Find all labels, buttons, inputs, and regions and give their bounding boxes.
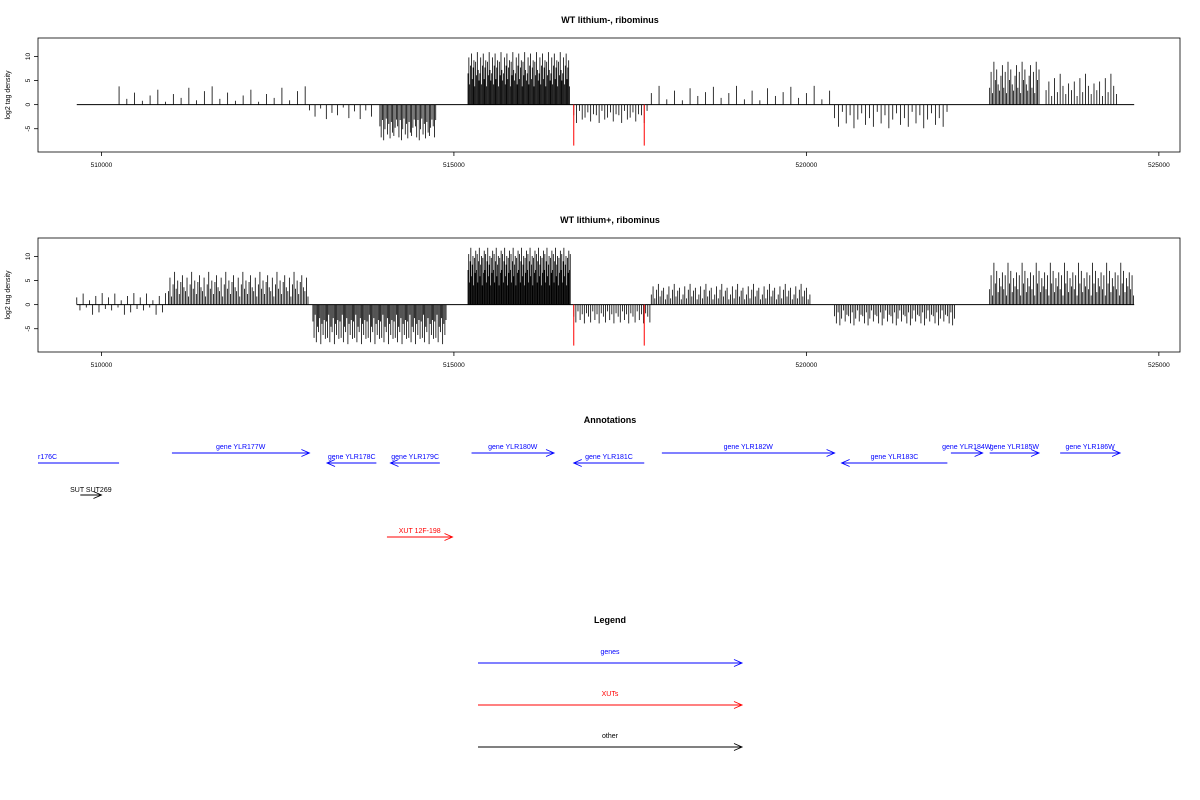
- bar-group: [76, 52, 1135, 146]
- x-tick-label: 515000: [443, 362, 465, 369]
- feature-arrow-head: [301, 449, 311, 457]
- tick-group: -5 0 5 10 510000 515000 520000 525000: [25, 52, 1170, 169]
- annotation-feature: gene YLR185W: [989, 444, 1041, 457]
- feature-label: gene YLR185W: [990, 444, 1040, 451]
- legend-label: other: [602, 733, 619, 740]
- plot-frame: [37, 37, 1181, 153]
- y-tick-label: -5: [25, 325, 32, 331]
- panel-title: WT lithium+, ribominus: [560, 215, 660, 225]
- feature-label: XUT 12F-198: [399, 528, 441, 535]
- annotation-feature: gene YLR181C: [572, 454, 645, 467]
- annotation-feature: SUT SUT269: [70, 487, 112, 499]
- annotation-feature: gene YLR182W: [661, 444, 836, 457]
- feature-arrow-head: [733, 659, 744, 667]
- annotation-feature: gene YLR179C: [389, 454, 440, 467]
- x-tick-label: 515000: [443, 162, 465, 169]
- y-axis-label: log2 tag density: [5, 70, 12, 120]
- feature-arrow-head: [733, 701, 744, 709]
- tick-group: -5 0 5 10 510000 515000 520000 525000: [25, 252, 1170, 369]
- feature-arrow-head: [974, 449, 984, 457]
- feature-label: gene YLR178C: [328, 454, 376, 461]
- annotation-feature: gene YLR178C: [325, 454, 377, 467]
- feature-label: SUT SUT269: [70, 487, 112, 494]
- y-tick-label: 0: [25, 302, 32, 306]
- y-tick-label: 0: [25, 102, 32, 106]
- y-tick-label: 10: [25, 52, 32, 60]
- y-tick-label: 10: [25, 252, 32, 260]
- legend-item: genes: [478, 649, 744, 667]
- annotation-track: r176C gene YLR177W gene YLR178C gene YLR179…: [38, 444, 1122, 541]
- plot-frame: [37, 237, 1181, 353]
- annotations-title: Annotations: [584, 415, 637, 425]
- feature-arrow-head: [389, 459, 399, 467]
- feature-label: gene YLR184W: [942, 444, 992, 451]
- feature-arrow-head: [826, 449, 836, 457]
- annotation-feature: gene YLR180W: [471, 444, 556, 457]
- annotation-feature: gene YLR184W: [942, 444, 992, 457]
- legend: genes XUTs other: [478, 649, 744, 751]
- track-panel-lithium-plus: WT lithium+, ribominus log2 tag density …: [5, 215, 1181, 369]
- feature-arrow-head: [93, 491, 103, 499]
- legend-label: XUTs: [602, 691, 619, 698]
- feature-label: gene YLR180W: [488, 444, 538, 451]
- x-tick-label: 510000: [91, 362, 113, 369]
- y-axis-label: log2 tag density: [5, 270, 12, 320]
- feature-arrow-head: [840, 459, 850, 467]
- feature-arrow-head: [1030, 449, 1041, 457]
- feature-label: gene YLR183C: [871, 454, 919, 461]
- annotation-feature: XUT 12F-198: [386, 528, 454, 541]
- feature-label: gene YLR181C: [585, 454, 633, 461]
- x-tick-label: 510000: [91, 162, 113, 169]
- legend-label: genes: [600, 649, 620, 656]
- annotation-feature: gene YLR177W: [171, 444, 311, 457]
- x-tick-label: 520000: [796, 362, 818, 369]
- feature-label: r176C: [38, 454, 57, 461]
- legend-item: other: [478, 733, 744, 751]
- feature-label: gene YLR177W: [216, 444, 266, 451]
- x-tick-label: 525000: [1148, 362, 1170, 369]
- annotation-feature: gene YLR183C: [840, 454, 948, 467]
- track-panel-lithium-minus: WT lithium-, ribominus log2 tag density …: [5, 15, 1181, 169]
- x-tick-label: 520000: [796, 162, 818, 169]
- x-tick-label: 525000: [1148, 162, 1170, 169]
- feature-arrow-head: [733, 743, 744, 751]
- feature-label: gene YLR182W: [724, 444, 774, 451]
- feature-label: gene YLR179C: [391, 454, 439, 461]
- legend-item: XUTs: [478, 691, 744, 709]
- annotation-feature: r176C: [38, 454, 120, 464]
- legend-title: Legend: [594, 615, 626, 625]
- feature-label: gene YLR186W: [1065, 444, 1115, 451]
- bar-group: [76, 247, 1135, 346]
- y-tick-label: 5: [25, 78, 32, 82]
- panel-title: WT lithium-, ribominus: [561, 15, 659, 25]
- feature-arrow-head: [545, 449, 556, 457]
- y-tick-label: 5: [25, 278, 32, 282]
- annotation-feature: gene YLR186W: [1060, 444, 1122, 457]
- feature-arrow-head: [444, 533, 454, 541]
- feature-arrow-head: [1111, 449, 1122, 457]
- y-tick-label: -5: [25, 125, 32, 131]
- feature-arrow-head: [572, 459, 582, 467]
- feature-arrow-head: [325, 459, 336, 467]
